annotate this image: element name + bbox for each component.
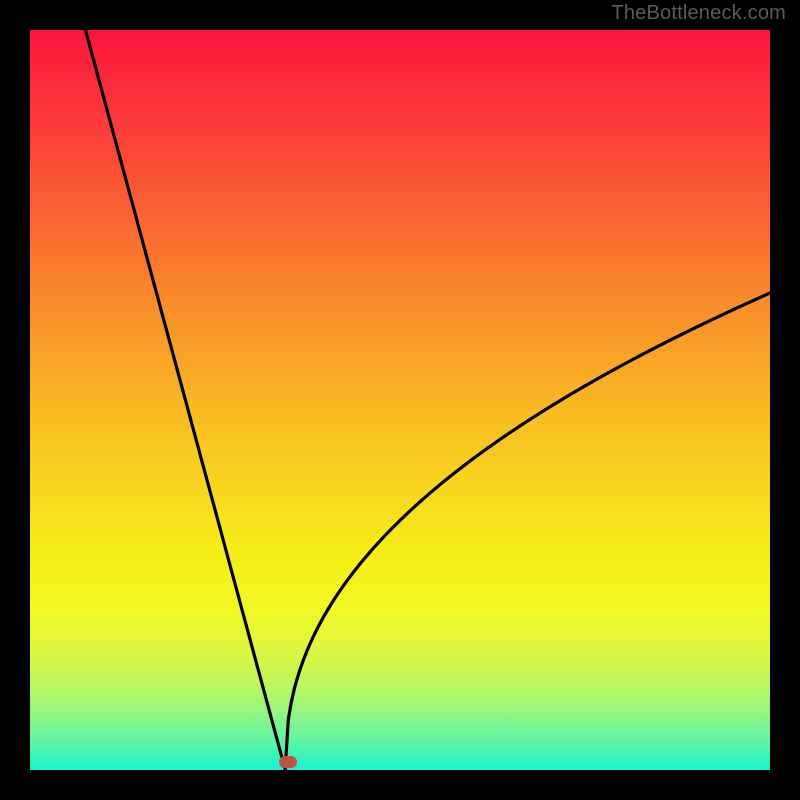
curve-layer — [30, 30, 770, 770]
minimum-marker — [279, 756, 297, 768]
bottleneck-curve — [86, 30, 771, 770]
plot-frame — [0, 0, 800, 800]
watermark-text: TheBottleneck.com — [611, 2, 786, 25]
plot-area — [30, 30, 770, 770]
